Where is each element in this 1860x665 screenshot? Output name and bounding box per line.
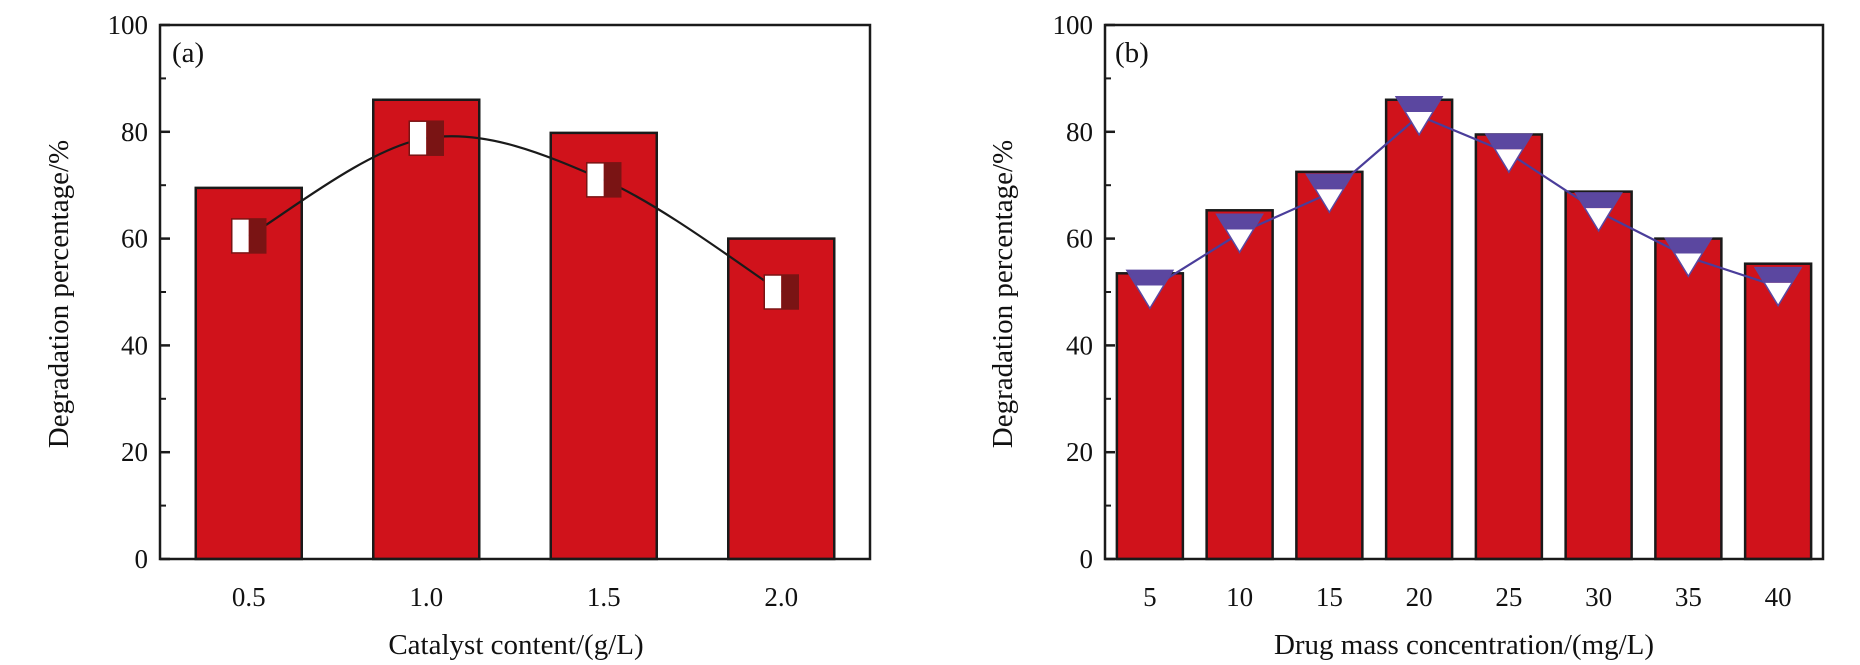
marker-outline [231,218,267,254]
marker-a-2 [408,120,444,156]
x-tick-label-a-4: 2.0 [764,582,798,612]
marker-b-4 [1394,96,1444,137]
bar-b-7 [1654,237,1723,561]
marker-dark-half [248,218,266,253]
x-tick-label-b-7: 35 [1675,582,1702,612]
x-tick-label-a-1: 0.5 [232,582,266,612]
y-axis-label-b: Degradation percentage/% [987,140,1019,448]
panel-label-a: (a) [172,37,204,69]
marker-a-4 [763,274,799,310]
panel-label-b: (b) [1115,37,1149,69]
x-tick-label-b-4: 20 [1406,582,1433,612]
y-tick-label-b-5: 100 [1053,10,1094,40]
marker-light-half [1764,282,1792,306]
bar-b-4 [1384,98,1454,561]
y-tick-label-a-2: 40 [121,330,148,360]
marker-b-5 [1484,133,1534,174]
y-tick-label-a-1: 20 [121,437,148,467]
marker-outline [1394,96,1444,137]
bar-b-3 [1295,170,1364,561]
marker-filled-half [1396,96,1443,112]
marker-dark-half [603,162,621,197]
marker-outline [1215,213,1264,254]
trend-line-a [248,135,782,293]
marker-filled-half [1216,214,1263,230]
x-tick-label-a-2: 1.0 [409,582,443,612]
y-tick-label-a-3: 60 [121,224,148,254]
marker-outline [1125,269,1175,310]
x-tick-label-b-6: 30 [1585,582,1612,612]
marker-light-half [586,162,604,197]
marker-outline [763,274,799,310]
marker-light-half [1315,189,1344,213]
x-axis-label-a: Catalyst content/(g/L) [388,629,643,661]
x-tick-label-b-1: 5 [1143,582,1157,612]
marker-dark-half [781,275,799,309]
marker-b-6 [1574,192,1623,233]
marker-light-half [1405,111,1433,135]
bar-b-2 [1205,209,1274,561]
bar-b-8 [1743,262,1813,561]
marker-filled-half [1126,270,1173,286]
marker-dark-half [426,121,444,156]
y-tick-label-a-0: 0 [135,544,149,574]
x-tick-label-a-3: 1.5 [587,582,621,612]
marker-outline [1484,133,1534,174]
marker-light-half [1584,208,1613,231]
x-tick-label-b-8: 40 [1765,582,1792,612]
marker-a-1 [231,218,267,254]
marker-outline [1305,173,1354,214]
x-tick-label-b-2: 10 [1226,582,1253,612]
x-tick-label-b-5: 25 [1495,582,1522,612]
bar-a-3 [549,131,658,561]
marker-light-half [1136,285,1164,309]
marker-light-half [1495,149,1523,173]
marker-light-half [764,275,782,309]
marker-light-half [1674,253,1703,277]
chart-panel-b: (b) Drug mass concentration/(mg/L) Degra… [987,10,1825,661]
y-axis-label-a: Degradation percentage/% [43,140,75,448]
marker-outline [1664,237,1713,278]
marker-outline [1753,266,1803,308]
marker-light-half [1225,229,1254,253]
y-tick-label-b-4: 80 [1066,117,1093,147]
marker-a-3 [586,162,622,198]
marker-outline [1574,192,1623,233]
marker-light-half [231,218,249,253]
y-tick-label-a-4: 80 [121,117,148,147]
marker-b-1 [1125,269,1175,310]
marker-outline [586,162,622,198]
marker-b-7 [1664,237,1713,278]
bar-b-1 [1115,272,1185,561]
y-tick-label-b-2: 40 [1066,330,1093,360]
marker-filled-half [1665,238,1712,254]
y-tick-label-a-5: 100 [108,10,149,40]
marker-filled-half [1755,267,1802,283]
marker-b-3 [1305,173,1354,214]
marker-filled-half [1485,134,1532,150]
bar-b-6 [1564,190,1633,561]
bar-b-5 [1474,133,1544,561]
y-tick-label-b-3: 60 [1066,224,1093,254]
marker-b-8 [1753,266,1803,308]
marker-filled-half [1306,174,1353,190]
x-tick-label-b-3: 15 [1316,582,1343,612]
marker-light-half [409,121,427,156]
marker-outline [408,120,444,156]
bar-a-2 [372,98,481,561]
y-tick-label-b-1: 20 [1066,437,1093,467]
marker-b-2 [1215,213,1264,254]
marker-filled-half [1575,192,1622,209]
chart-panel-a: (a) Catalyst content/(g/L) Degradation p… [43,10,872,661]
x-axis-label-b: Drug mass concentration/(mg/L) [1274,629,1654,661]
y-tick-label-b-0: 0 [1080,544,1094,574]
